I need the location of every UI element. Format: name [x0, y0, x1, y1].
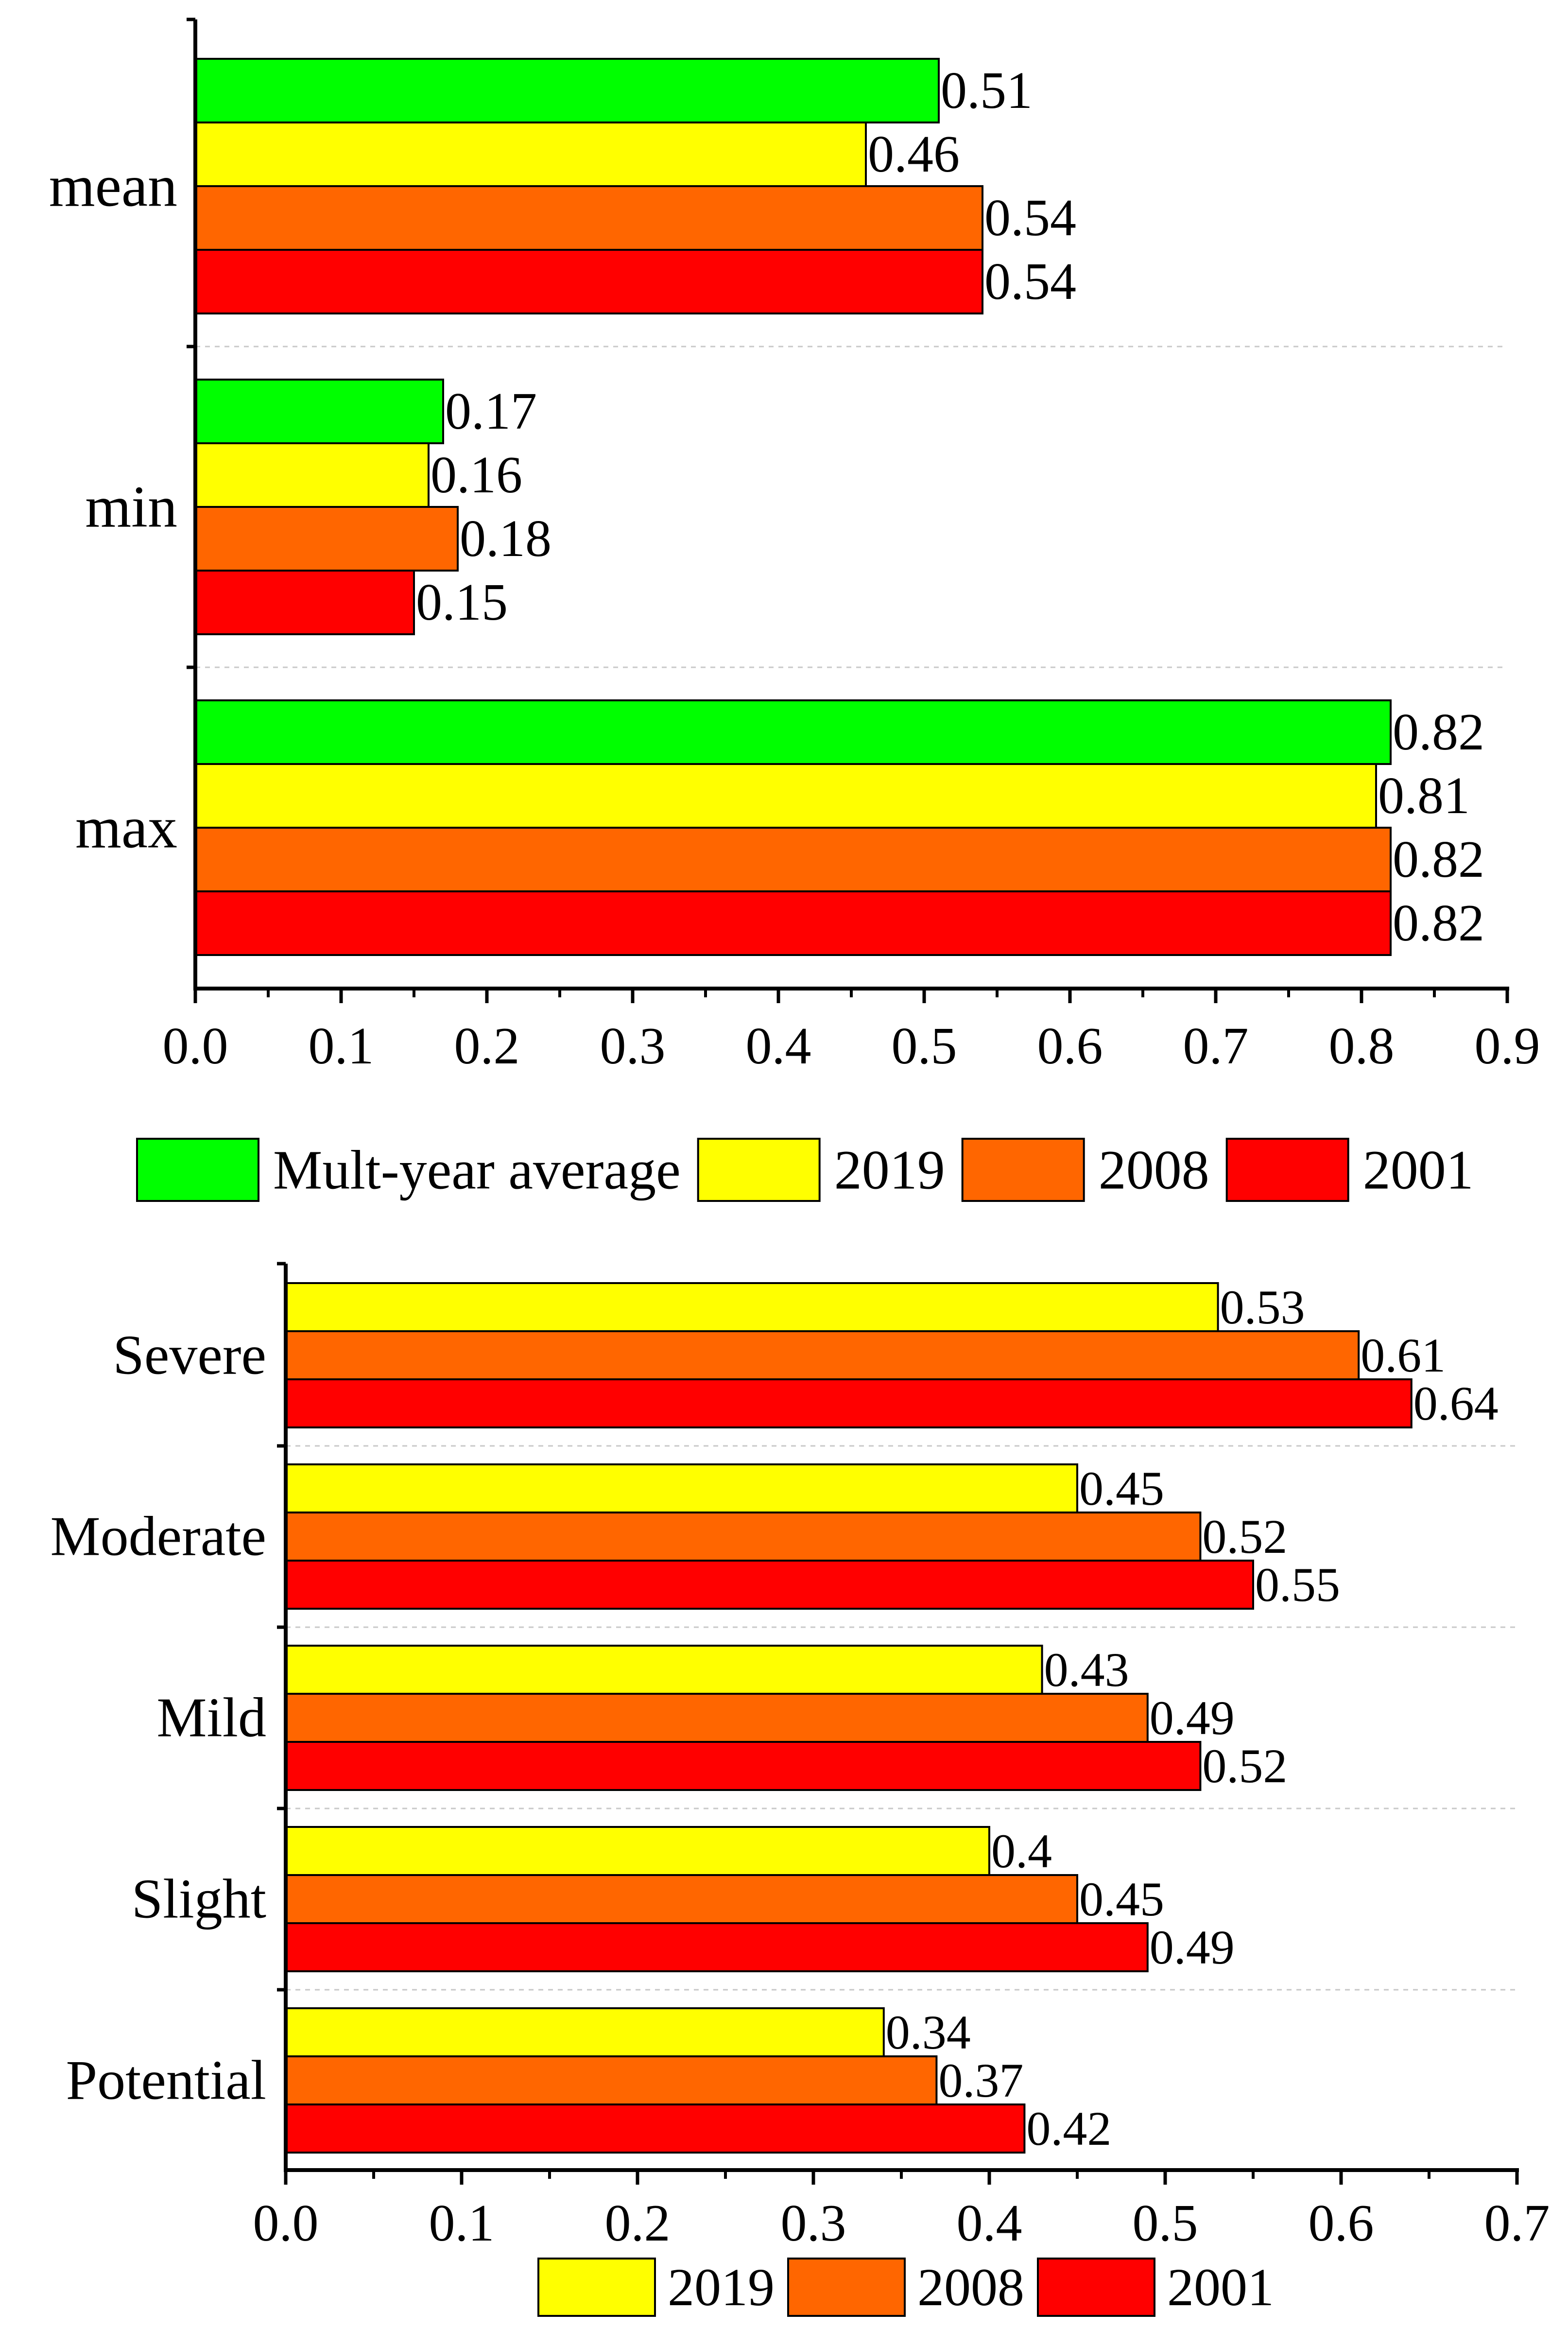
bar-potential-2001 [285, 2103, 1026, 2154]
x-tick-label: 0.5 [1133, 2194, 1198, 2252]
bar-max-2001 [194, 890, 1392, 956]
bar-min-mult-year-average [194, 379, 444, 444]
bar-severe-2008 [285, 1330, 1360, 1380]
x-tick-label: 0.4 [957, 2194, 1022, 2252]
legend-swatch-2008 [787, 2258, 906, 2317]
legend-label-2001: 2001 [1167, 2258, 1274, 2317]
bar-mean-2019 [194, 122, 867, 187]
data-label-min-mult-year-average: 0.17 [445, 382, 537, 440]
bar-mild-2001 [285, 1741, 1202, 1791]
bar-slight-2001 [285, 1922, 1149, 1972]
data-label-slight-2008: 0.45 [1079, 1872, 1164, 1926]
bar-potential-2019 [285, 2007, 885, 2057]
bar-potential-2008 [285, 2055, 938, 2105]
legend-swatch-mult-year-average [136, 1138, 259, 1202]
data-label-moderate-2001: 0.55 [1255, 1558, 1340, 1612]
x-tick-label: 0.1 [309, 1017, 374, 1075]
category-label-potential: Potential [66, 2050, 266, 2112]
category-label-slight: Slight [132, 1868, 266, 1930]
legend-swatch-2019 [697, 1138, 821, 1202]
data-label-max-2008: 0.82 [1393, 831, 1484, 888]
legend-label-2019: 2019 [668, 2258, 775, 2317]
bar-max-2019 [194, 763, 1377, 829]
category-label-max: max [75, 795, 177, 861]
x-tick-label: 0.2 [454, 1017, 520, 1075]
data-label-potential-2019: 0.34 [886, 2005, 971, 2059]
data-label-mild-2001: 0.52 [1202, 1739, 1287, 1793]
bar-min-2008 [194, 506, 459, 572]
legend-label-2008: 2008 [917, 2258, 1024, 2317]
x-tick-label: 0.6 [1037, 1017, 1103, 1075]
data-label-min-2008: 0.18 [460, 510, 551, 568]
legend-label-2001: 2001 [1363, 1139, 1474, 1201]
x-tick-label: 0.2 [605, 2194, 671, 2252]
x-tick-label: 0.0 [253, 2194, 319, 2252]
bar-mean-2008 [194, 185, 983, 251]
legend-label-mult-year-average: Mult-year average [273, 1139, 681, 1201]
x-tick-label: 0.7 [1183, 1017, 1249, 1075]
data-label-mean-2001: 0.54 [984, 253, 1076, 311]
x-tick-label: 0.3 [600, 1017, 666, 1075]
category-label-mild: Mild [156, 1687, 266, 1749]
x-tick-label: 0.8 [1329, 1017, 1395, 1075]
bar-mean-2001 [194, 249, 983, 314]
data-label-min-2019: 0.16 [431, 446, 522, 504]
data-label-min-2001: 0.15 [416, 574, 508, 631]
x-tick-label: 0.3 [781, 2194, 846, 2252]
x-tick-label: 0.4 [746, 1017, 811, 1075]
bar-moderate-2001 [285, 1560, 1254, 1610]
category-label-mean: mean [49, 154, 177, 219]
legend-swatch-2001 [1225, 1138, 1349, 1202]
legend-label-2008: 2008 [1099, 1139, 1209, 1201]
data-label-max-mult-year-average: 0.82 [1393, 703, 1484, 761]
bar-mild-2008 [285, 1693, 1149, 1743]
data-label-mean-mult-year-average: 0.51 [941, 62, 1033, 120]
data-label-mild-2008: 0.49 [1150, 1691, 1235, 1745]
data-label-moderate-2019: 0.45 [1079, 1461, 1164, 1515]
data-label-mean-2008: 0.54 [984, 189, 1076, 247]
data-label-slight-2019: 0.4 [991, 1824, 1052, 1878]
data-label-mild-2019: 0.43 [1044, 1643, 1129, 1697]
data-label-moderate-2008: 0.52 [1202, 1510, 1287, 1564]
category-label-min: min [85, 474, 177, 540]
bar-mean-mult-year-average [194, 58, 940, 123]
bar-moderate-2008 [285, 1512, 1202, 1562]
bar-min-2019 [194, 442, 430, 508]
legend-swatch-2001 [1037, 2258, 1155, 2317]
bar-severe-2001 [285, 1378, 1413, 1428]
bar-max-2008 [194, 827, 1392, 892]
category-label-moderate: Moderate [51, 1506, 266, 1568]
legend-swatch-2019 [537, 2258, 656, 2317]
bar-slight-2019 [285, 1826, 990, 1876]
x-tick-label: 0.6 [1309, 2194, 1374, 2252]
data-label-max-2001: 0.82 [1393, 894, 1484, 952]
data-label-severe-2019: 0.53 [1220, 1280, 1305, 1334]
data-label-severe-2008: 0.61 [1361, 1328, 1446, 1382]
bar-moderate-2019 [285, 1463, 1078, 1513]
data-label-potential-2008: 0.37 [938, 2053, 1023, 2107]
x-tick-label: 0.5 [892, 1017, 957, 1075]
data-label-slight-2001: 0.49 [1150, 1920, 1235, 1974]
legend-swatch-2008 [961, 1138, 1085, 1202]
data-label-potential-2001: 0.42 [1026, 2102, 1111, 2155]
x-tick-label: 0.9 [1475, 1017, 1540, 1075]
data-label-severe-2001: 0.64 [1413, 1376, 1499, 1430]
data-label-max-2019: 0.81 [1378, 767, 1470, 825]
data-label-mean-2019: 0.46 [868, 125, 960, 183]
x-tick-label: 0.0 [163, 1017, 228, 1075]
legend-label-2019: 2019 [834, 1139, 945, 1201]
bar-severe-2019 [285, 1282, 1219, 1332]
bar-max-mult-year-average [194, 699, 1392, 765]
bar-mild-2019 [285, 1645, 1043, 1695]
x-tick-label: 0.7 [1484, 2194, 1550, 2252]
x-tick-label: 0.1 [429, 2194, 495, 2252]
bar-min-2001 [194, 570, 415, 635]
category-label-severe: Severe [113, 1324, 266, 1387]
bar-slight-2008 [285, 1874, 1078, 1924]
